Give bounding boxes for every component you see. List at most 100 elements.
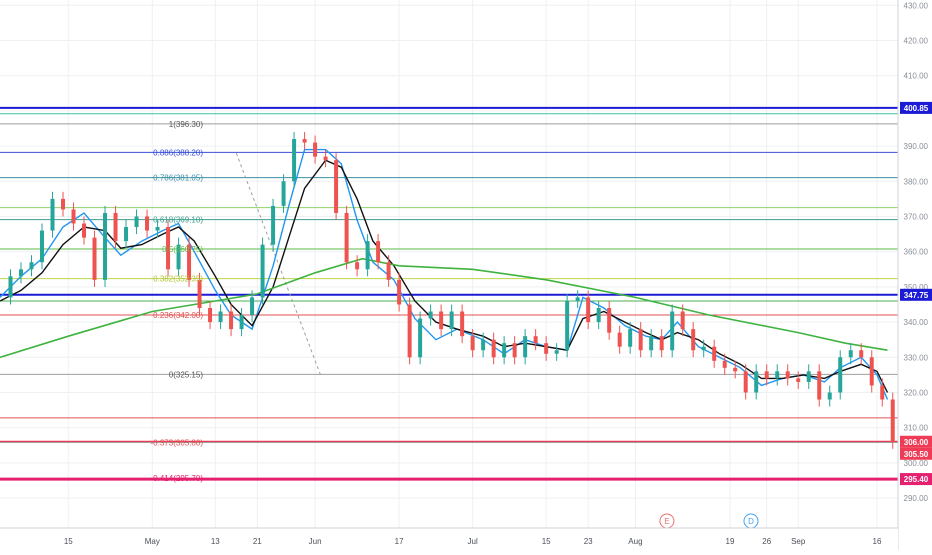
- price-label-box: [900, 447, 932, 460]
- candle-body: [418, 318, 423, 358]
- candles: [8, 132, 895, 449]
- candle-body: [187, 244, 192, 280]
- candle-body: [649, 336, 654, 351]
- candle-body: [103, 212, 108, 280]
- candle-body: [733, 367, 738, 372]
- candle-body: [565, 300, 570, 351]
- candle-body: [92, 237, 97, 280]
- candle-body: [176, 244, 181, 270]
- price-tick-label: 290.00: [904, 494, 929, 503]
- candle-body: [680, 311, 685, 330]
- candle-body: [722, 360, 727, 368]
- candle-body: [544, 343, 549, 354]
- candle-body: [701, 346, 706, 351]
- price-axis[interactable]: 290.00 300.00 310.00 320.00 330.00 340.00 350.…: [904, 1, 929, 503]
- time-tick-label: 17: [395, 537, 404, 546]
- candle-body: [533, 336, 538, 344]
- candle-body: [71, 209, 76, 224]
- candle-body: [586, 297, 591, 323]
- time-axis-panel[interactable]: [0, 528, 898, 550]
- candle-body: [785, 371, 790, 379]
- candle-body: [607, 308, 612, 333]
- price-tick-label: 340.00: [904, 318, 929, 327]
- candle-body: [575, 297, 580, 301]
- candle-body: [407, 304, 412, 358]
- candle-body: [29, 262, 34, 270]
- grid-lines: [0, 0, 898, 528]
- price-tick-label: 310.00: [904, 424, 929, 433]
- price-labels: 400.85 347.75 306.00 305.50 295.40: [900, 101, 932, 486]
- candle-body: [61, 198, 66, 210]
- time-tick-label: 15: [64, 537, 73, 546]
- candle-body: [355, 262, 360, 270]
- candle-body: [775, 371, 780, 379]
- candle-body: [239, 315, 244, 330]
- candle-body: [166, 227, 171, 270]
- candle-body: [890, 399, 895, 442]
- candle-body: [712, 346, 717, 361]
- candle-body: [859, 350, 864, 358]
- moving-average-line: [0, 159, 889, 393]
- candle-body: [19, 269, 24, 277]
- candle-body: [82, 223, 87, 238]
- price-tick-label: 380.00: [904, 177, 929, 186]
- price-label-box: [900, 435, 932, 448]
- event-marker-label: D: [748, 517, 754, 526]
- price-tick-label: 390.00: [904, 142, 929, 151]
- candle-body: [481, 339, 486, 351]
- time-tick-label: 16: [873, 537, 882, 546]
- candle-body: [386, 262, 391, 280]
- event-marker-label: E: [664, 517, 669, 526]
- fib-level-label: 0(325.15): [169, 370, 204, 379]
- time-tick-label: 23: [584, 537, 593, 546]
- time-tick-label: 13: [211, 537, 220, 546]
- time-tick-label: 19: [726, 537, 735, 546]
- price-tick-label: 420.00: [904, 36, 929, 45]
- fib-level-label: 0.382(352.35): [153, 275, 203, 284]
- candle-body: [659, 336, 664, 351]
- price-tick-label: 360.00: [904, 248, 929, 257]
- candle-body: [113, 212, 118, 242]
- candle-body: [218, 311, 223, 323]
- candle-body: [365, 241, 370, 270]
- candle-body: [292, 139, 297, 182]
- candle-body: [155, 227, 160, 231]
- candle-body: [470, 336, 475, 351]
- time-tick-label: 21: [253, 537, 262, 546]
- time-axis[interactable]: 15 May 13 21 Jun 17 Jul 15 23 Aug 19 26 Sep 16: [64, 537, 882, 546]
- candle-body: [628, 329, 633, 347]
- price-tick-label: 430.00: [904, 1, 929, 10]
- candle-body: [848, 350, 853, 358]
- horizontal-levels[interactable]: [0, 106, 898, 481]
- fib-level-label: 0.886(388.20): [153, 148, 203, 157]
- candle-body: [124, 227, 129, 242]
- candle-body: [796, 378, 801, 382]
- price-tick-label: 320.00: [904, 388, 929, 397]
- candle-body: [638, 329, 643, 351]
- fib-level-label: 0.618(369.10): [153, 216, 203, 225]
- candle-body: [281, 181, 286, 206]
- candle-body: [344, 212, 349, 263]
- candle-body: [428, 311, 433, 319]
- candle-body: [670, 311, 675, 351]
- price-tick-label: 330.00: [904, 353, 929, 362]
- candle-body: [376, 241, 381, 263]
- candle-body: [197, 279, 202, 308]
- price-label-box: [900, 473, 932, 486]
- candle-body: [554, 350, 559, 354]
- candle-body: [323, 156, 328, 161]
- candle-body: [334, 160, 339, 213]
- candle-body: [302, 139, 307, 143]
- price-tick-label: 410.00: [904, 72, 929, 81]
- candle-body: [491, 339, 496, 358]
- time-tick-label: 26: [762, 537, 771, 546]
- fib-level-label: -0.373(305.80): [151, 438, 204, 447]
- candle-body: [596, 308, 601, 323]
- candle-body: [439, 311, 444, 330]
- candle-body: [523, 336, 528, 358]
- candle-body: [817, 371, 822, 400]
- time-tick-label: Jun: [309, 537, 322, 546]
